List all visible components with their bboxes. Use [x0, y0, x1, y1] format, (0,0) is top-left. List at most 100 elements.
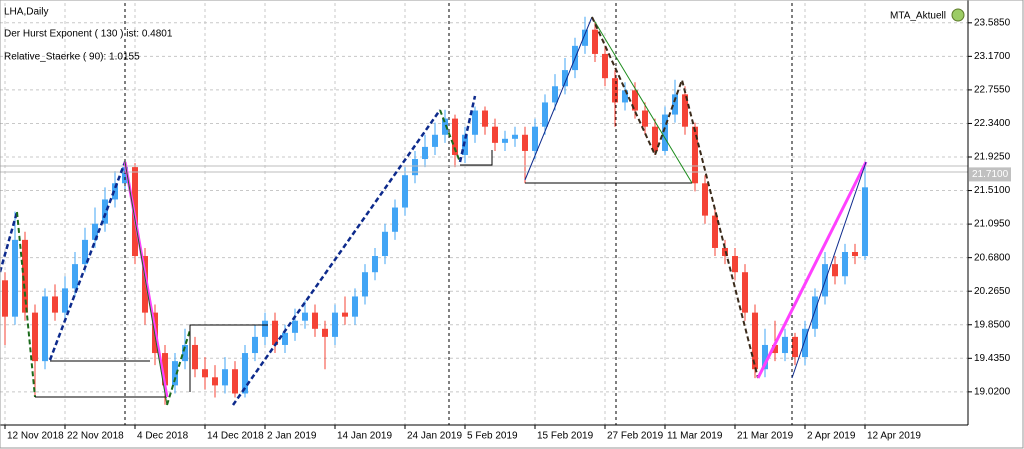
candle-body: [272, 320, 278, 345]
indicator-icon: [951, 8, 965, 22]
x-tick-label: 14 Dec 2018: [207, 431, 264, 442]
candle-body: [72, 264, 78, 289]
candle-body: [512, 134, 518, 139]
y-tick-label: 21.9250: [974, 152, 1011, 163]
y-tick-label: 19.0200: [974, 386, 1011, 397]
candle-body: [542, 102, 548, 127]
x-tick-label: 12 Apr 2019: [867, 431, 921, 442]
candle-body: [432, 134, 438, 147]
zigzag: [591, 16, 759, 379]
candle-body: [532, 126, 538, 151]
candle-body: [662, 114, 668, 151]
candle-body: [752, 312, 758, 370]
x-tick-label: 11 Mar 2019: [667, 431, 723, 442]
candle-body: [182, 344, 188, 362]
candle-body: [32, 312, 38, 362]
candle-body: [552, 86, 558, 103]
candle-body: [802, 328, 808, 358]
candle-body: [682, 94, 688, 127]
x-tick-label: 5 Feb 2019: [467, 431, 518, 442]
trend: [524, 16, 593, 181]
candle-body: [92, 223, 98, 240]
candle-body: [412, 159, 418, 176]
candle-body: [672, 94, 678, 115]
candle-body: [562, 70, 568, 87]
candle-body: [192, 344, 198, 370]
zigzag-up: [0, 211, 19, 273]
level-line: [460, 150, 493, 166]
candle-body: [122, 167, 128, 184]
candle-body: [202, 369, 208, 378]
candle-body: [262, 320, 268, 337]
candle-body: [612, 78, 618, 103]
current-price-box: [969, 167, 1011, 182]
y-tick-label: 20.6800: [974, 252, 1011, 263]
indicator-label: MTA_Aktuell: [890, 11, 946, 22]
current-price-label: 21.7100: [972, 169, 1009, 180]
candle-body: [22, 239, 28, 313]
x-tick-label: 12 Nov 2018: [7, 431, 64, 442]
candle-body: [522, 134, 528, 151]
candle-body: [142, 256, 148, 313]
candle-body: [102, 199, 108, 224]
trend: [791, 161, 867, 379]
candle-body: [322, 328, 328, 337]
candle-body: [732, 256, 738, 273]
candle-body: [762, 344, 768, 370]
candle-body: [792, 336, 798, 358]
candle-body: [452, 118, 458, 155]
candle-body: [642, 110, 648, 127]
x-tick-label: 21 Mar 2019: [737, 431, 794, 442]
x-tick-label: 22 Nov 2018: [67, 431, 124, 442]
candle-body: [312, 312, 318, 329]
zigzag-up: [458, 95, 477, 163]
candle-body: [592, 29, 598, 54]
zigzag-up: [231, 109, 442, 406]
candle-body: [362, 272, 368, 297]
y-tick-label: 21.5100: [974, 185, 1011, 196]
zigzag-down: [16, 211, 36, 398]
candle-body: [582, 29, 588, 46]
x-tick-label: 15 Feb 2019: [537, 431, 594, 442]
annotation: Der Hurst Exponent ( 130 ) ist: 0.4801: [4, 29, 173, 40]
candle-body: [232, 369, 238, 394]
candle-body: [782, 336, 788, 354]
x-tick-label: 24 Jan 2019: [407, 431, 462, 442]
candle-body: [442, 118, 448, 135]
axes: 23.5850 23.1700 22.7550 22.3400 21.9250 21.51…: [4, 17, 1011, 442]
candle-body: [422, 146, 428, 160]
candle-body: [242, 353, 248, 394]
annotation: Relative_Staerke ( 90): 1.0155: [4, 52, 140, 63]
y-tick-label: 20.2650: [974, 286, 1011, 297]
candle-body: [332, 312, 338, 337]
candle-body: [372, 256, 378, 273]
candle-body: [702, 183, 708, 216]
candle-body: [692, 126, 698, 184]
candle-body: [842, 251, 848, 277]
candle-body: [492, 126, 498, 143]
candle-body: [772, 344, 778, 354]
candle-body: [162, 353, 168, 386]
y-tick-label: 22.7550: [974, 85, 1011, 96]
x-tick-label: 27 Feb 2019: [607, 431, 664, 442]
candle-body: [222, 369, 228, 386]
y-tick-label: 19.4350: [974, 353, 1011, 364]
candle-body: [302, 312, 308, 321]
candle-body: [352, 296, 358, 317]
candle-body: [622, 90, 628, 103]
candle-body: [342, 312, 348, 317]
zigzag-up: [48, 161, 127, 361]
candle-body: [502, 138, 508, 143]
zigzag-down: [439, 109, 461, 163]
candle-body: [862, 187, 868, 257]
candle-body: [482, 110, 488, 127]
overlay-lines: [0, 3, 968, 425]
candle-body: [42, 296, 48, 362]
candle-body: [742, 272, 748, 313]
y-tick-label: 21.0950: [974, 219, 1011, 230]
x-tick-label: 14 Jan 2019: [337, 431, 392, 442]
candle-body: [172, 361, 178, 386]
